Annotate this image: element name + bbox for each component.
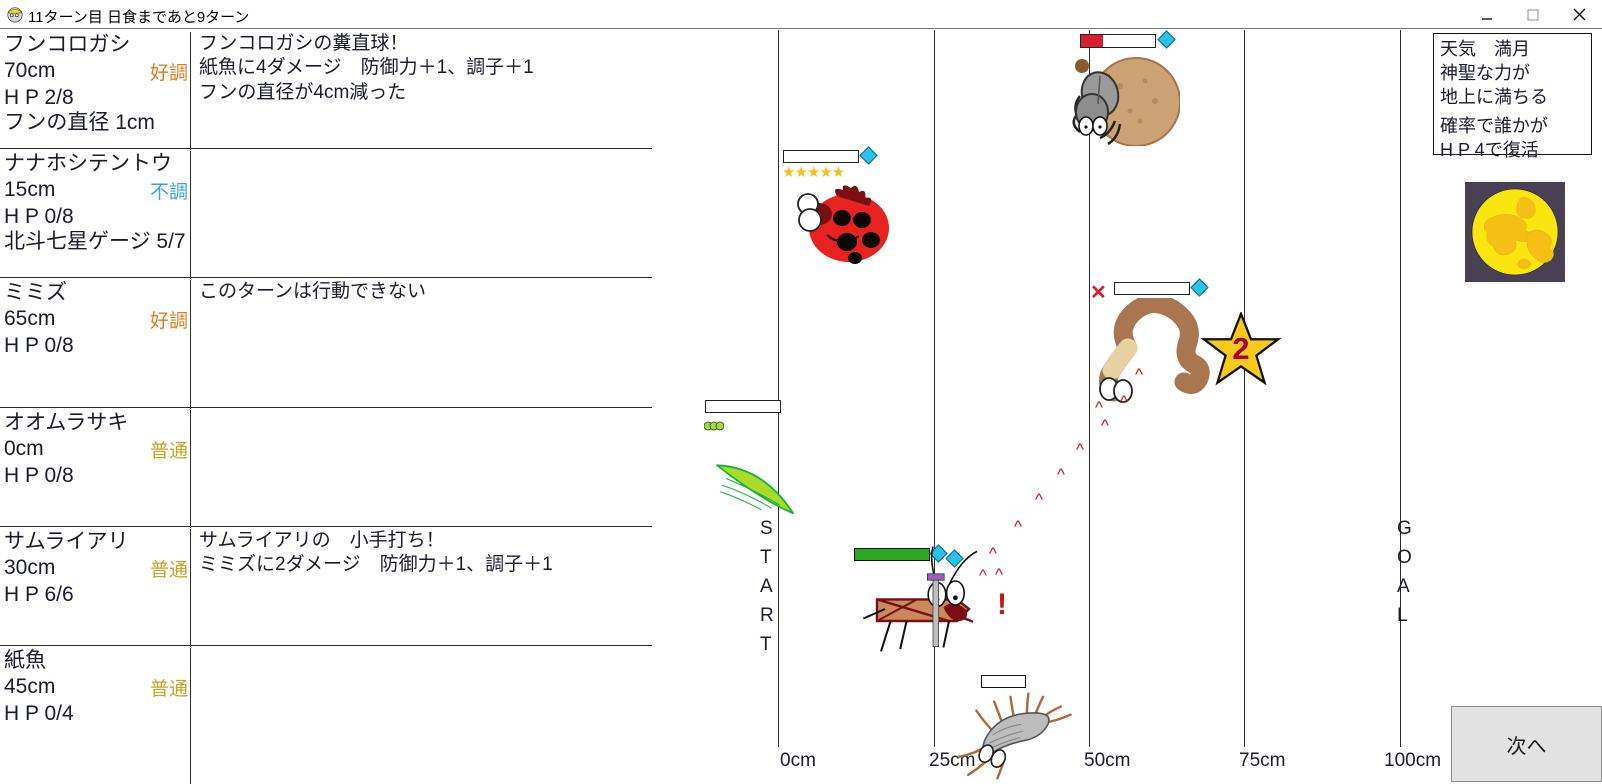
svg-text:2: 2 bbox=[1232, 331, 1249, 366]
